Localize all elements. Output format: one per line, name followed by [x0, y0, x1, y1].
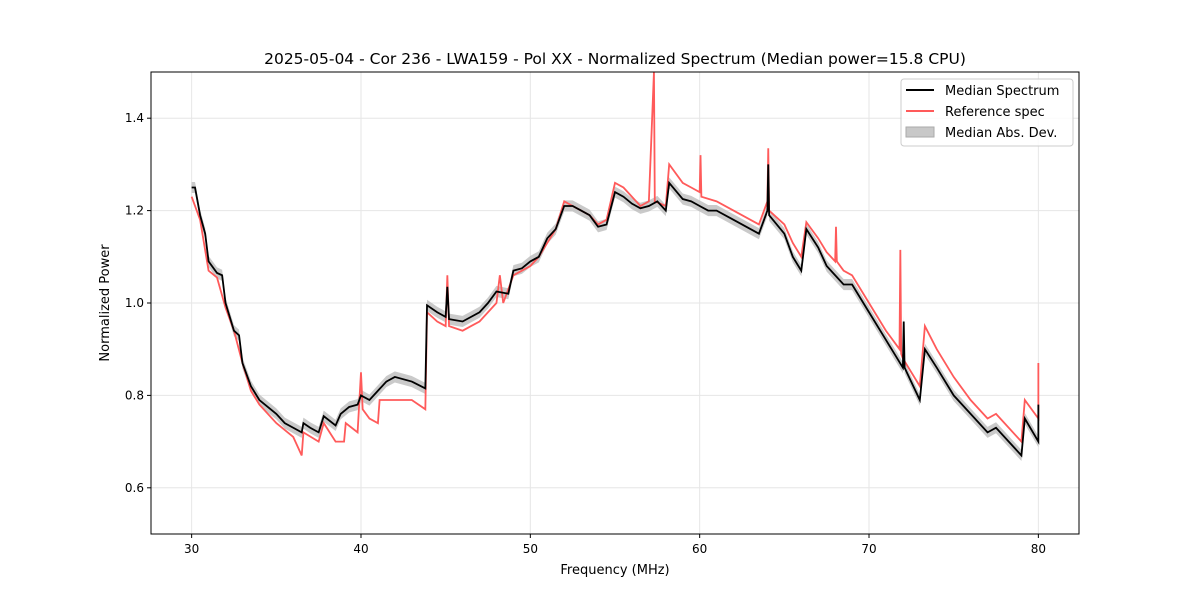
legend-reference: Reference spec — [945, 105, 1045, 120]
legend-median: Median Spectrum — [945, 84, 1059, 99]
x-tick-label: 40 — [353, 542, 368, 556]
reference-spectrum-line — [190, 71, 1040, 456]
legend-mad: Median Abs. Dev. — [945, 126, 1057, 141]
y-axis-label: Normalized Power — [98, 244, 113, 362]
x-tick-label: 30 — [184, 542, 199, 556]
legend-mad-swatch — [905, 126, 935, 138]
x-tick-label: 60 — [692, 542, 707, 556]
y-tick-label: 1.4 — [125, 111, 144, 125]
median-spectrum-line — [191, 164, 1040, 458]
x-tick-label: 80 — [1031, 542, 1046, 556]
mad-band — [191, 158, 1039, 462]
y-tick-label: 1.2 — [125, 204, 144, 218]
y-tick-label: 0.8 — [125, 388, 144, 402]
x-tick-label: 50 — [523, 542, 538, 556]
x-tick-label: 70 — [861, 542, 876, 556]
chart-title: 2025-05-04 - Cor 236 - LWA159 - Pol XX -… — [264, 50, 966, 68]
x-axis-label: Frequency (MHz) — [560, 563, 669, 578]
y-tick-label: 1.0 — [125, 296, 144, 310]
y-tick-label: 0.6 — [125, 481, 144, 495]
legend: Median Spectrum Reference spec Median Ab… — [900, 78, 1074, 147]
